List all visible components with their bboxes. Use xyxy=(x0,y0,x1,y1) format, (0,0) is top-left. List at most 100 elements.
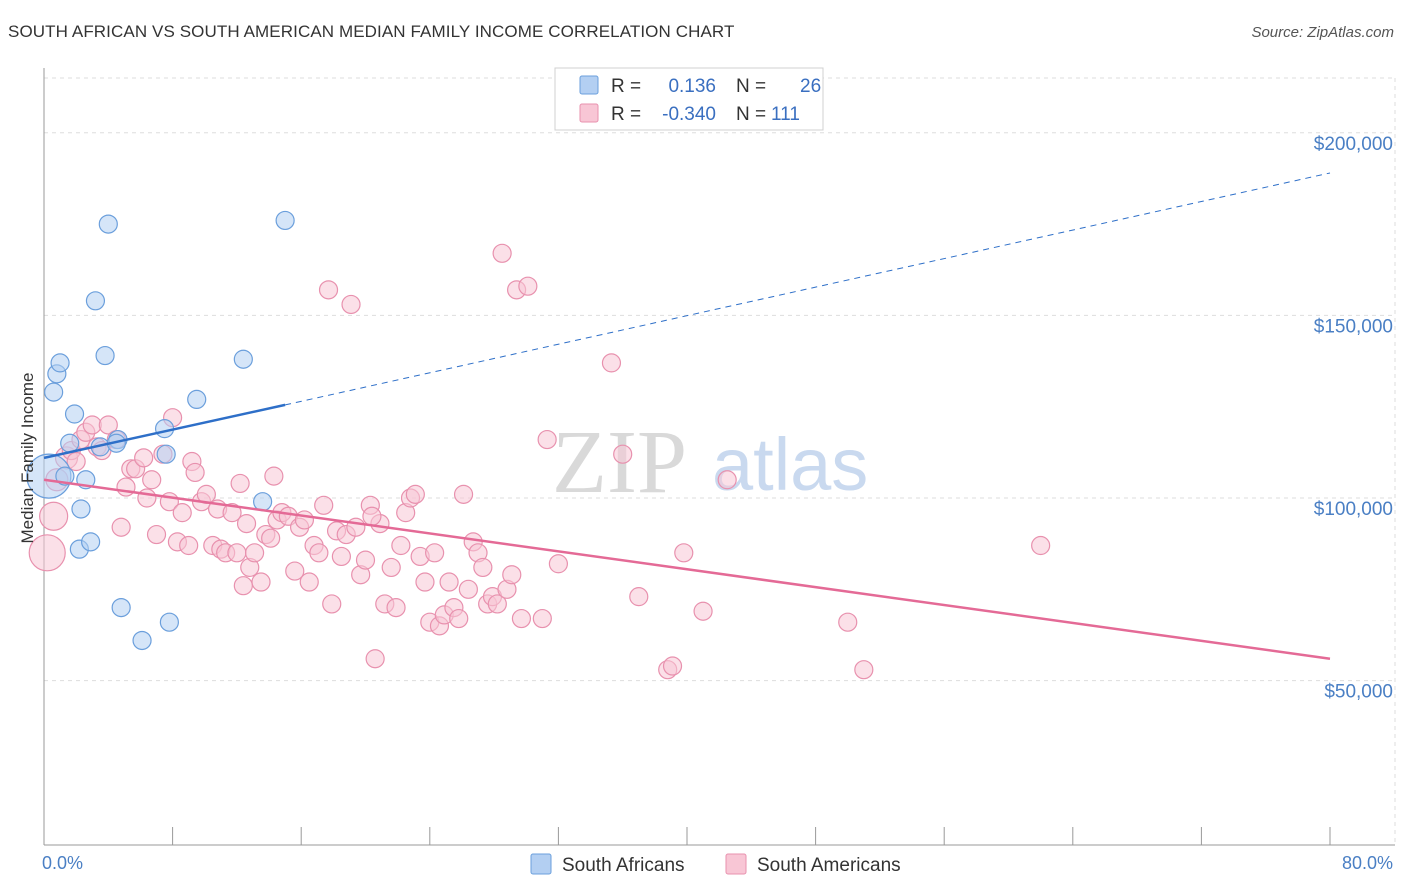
south-americans-point-66 xyxy=(365,649,385,669)
south-americans-point-45 xyxy=(264,466,284,486)
south-americans-point-78 xyxy=(425,543,445,563)
south-africans-trend-dashed xyxy=(285,172,1331,406)
south-americans-point-64 xyxy=(355,550,376,570)
y-tick-label-2: $150,000 xyxy=(1314,316,1393,337)
south-africans-point-24 xyxy=(275,210,295,231)
south-americans-point-17 xyxy=(134,448,154,468)
south-africans-point-4 xyxy=(55,466,75,486)
south-americans-point-8 xyxy=(82,415,102,435)
south-africans-point-13 xyxy=(95,345,115,366)
south-americans-point-85 xyxy=(458,579,478,599)
legend-r-value-2: -0.340 xyxy=(662,104,716,125)
south-americans-point-74 xyxy=(405,484,425,504)
south-americans-point-36 xyxy=(227,543,247,563)
correlation-legend: R = 0.136 N = 26 R = -0.340 N = 111 xyxy=(554,67,824,131)
south-americans-point-97 xyxy=(518,276,538,296)
south-africans-point-16 xyxy=(111,597,131,618)
legend-r-value-1: 0.136 xyxy=(668,76,716,97)
south-africans-point-3 xyxy=(50,353,70,373)
south-americans-point-70 xyxy=(386,597,406,618)
south-americans-point-18 xyxy=(137,488,157,508)
south-americans-point-39 xyxy=(236,513,257,534)
south-americans-point-1 xyxy=(39,501,69,531)
south-americans-point-59 xyxy=(331,546,351,567)
south-americans-point-76 xyxy=(415,572,435,592)
x-tick-label-1: 80.0% xyxy=(1342,853,1393,873)
legend-r-label-1: R = xyxy=(611,76,641,97)
south-americans-point-55 xyxy=(314,495,334,515)
south-americans-point-100 xyxy=(548,554,569,574)
y-tick-label-0: $50,000 xyxy=(1324,682,1393,703)
south-americans-point-83 xyxy=(449,608,469,629)
south-americans-point-84 xyxy=(453,484,474,504)
south-americans-point-96 xyxy=(511,608,532,629)
y-tick-label-1: $100,000 xyxy=(1314,499,1393,520)
y-tick-label-3: $200,000 xyxy=(1314,134,1393,155)
watermark: ZIP atlas xyxy=(552,413,868,512)
south-americans-point-110 xyxy=(854,660,874,680)
south-americans-point-105 xyxy=(662,656,683,676)
south-americans-point-25 xyxy=(172,503,192,523)
south-americans-point-26 xyxy=(179,535,199,556)
south-americans-point-69 xyxy=(381,557,401,578)
south-americans-point-20 xyxy=(146,524,167,545)
south-africans-point-1 xyxy=(44,382,64,402)
south-americans-point-112 xyxy=(362,506,382,526)
south-africans-trend-solid xyxy=(43,403,286,460)
legend-swatch-blue xyxy=(579,75,599,95)
south-americans-point-52 xyxy=(299,572,319,592)
south-africans-point-17 xyxy=(132,630,152,651)
south-americans-point-71 xyxy=(391,535,411,556)
south-americans-point-81 xyxy=(439,572,459,592)
south-americans-point-5 xyxy=(66,451,86,472)
south-africans-point-8 xyxy=(71,499,91,519)
south-americans-point-88 xyxy=(473,557,493,578)
south-americans-point-41 xyxy=(244,543,265,563)
south-africans-point-6 xyxy=(64,404,85,424)
south-americans-point-44 xyxy=(261,528,281,548)
south-africans-point-11 xyxy=(85,291,106,311)
south-africans-point-19 xyxy=(156,444,176,464)
legend-n-label-1: N = xyxy=(736,76,766,97)
south-americans-point-57 xyxy=(322,594,342,614)
south-americans-point-28 xyxy=(185,462,205,483)
x-tick-labels: 0.0% 80.0% xyxy=(42,853,1393,873)
south-americans-point-13 xyxy=(111,517,131,537)
source-credit: Source: ZipAtlas.com xyxy=(1251,24,1394,41)
south-americans-point-101 xyxy=(601,353,622,373)
legend-r-label-2: R = xyxy=(611,104,641,125)
south-africans-point-18 xyxy=(154,419,175,439)
y-tick-labels: $50,000 $100,000 $150,000 $200,000 xyxy=(1314,134,1393,703)
south-africans-point-23 xyxy=(253,492,273,512)
bottom-legend-south-americans: South Americans xyxy=(757,855,901,876)
south-africans-point-10 xyxy=(81,532,101,552)
south-americans-point-94 xyxy=(502,565,522,585)
trend-lines xyxy=(43,172,1331,660)
legend-box xyxy=(554,67,824,131)
south-americans-point-54 xyxy=(309,543,329,563)
y-axis-label: Median Family Income xyxy=(18,372,37,543)
south-africans-point-22 xyxy=(233,349,253,369)
south-americans-point-107 xyxy=(693,601,713,621)
south-americans-point-109 xyxy=(838,612,858,632)
south-americans-point-92 xyxy=(492,243,512,263)
watermark-atlas: atlas xyxy=(712,423,868,506)
south-americans-point-35 xyxy=(222,503,242,523)
south-americans-point-62 xyxy=(346,517,366,537)
x-tick-label-0: 0.0% xyxy=(42,853,83,873)
south-africans-points xyxy=(26,210,295,651)
south-americans-point-106 xyxy=(674,543,694,563)
south-americans-point-37 xyxy=(230,473,250,494)
south-americans-point-51 xyxy=(294,510,315,530)
south-americans-trend xyxy=(43,478,1331,660)
chart-title: SOUTH AFRICAN VS SOUTH AMERICAN MEDIAN F… xyxy=(8,22,735,41)
south-americans-point-14 xyxy=(116,477,136,497)
legend-swatch-pink xyxy=(579,103,599,123)
south-americans-point-56 xyxy=(318,280,339,300)
south-americans-point-19 xyxy=(142,470,162,490)
south-americans-points xyxy=(28,243,1051,680)
series-legend: South Africans South Americans xyxy=(530,853,901,876)
bottom-legend-south-africans: South Africans xyxy=(562,855,685,876)
south-americans-point-42 xyxy=(251,572,271,592)
